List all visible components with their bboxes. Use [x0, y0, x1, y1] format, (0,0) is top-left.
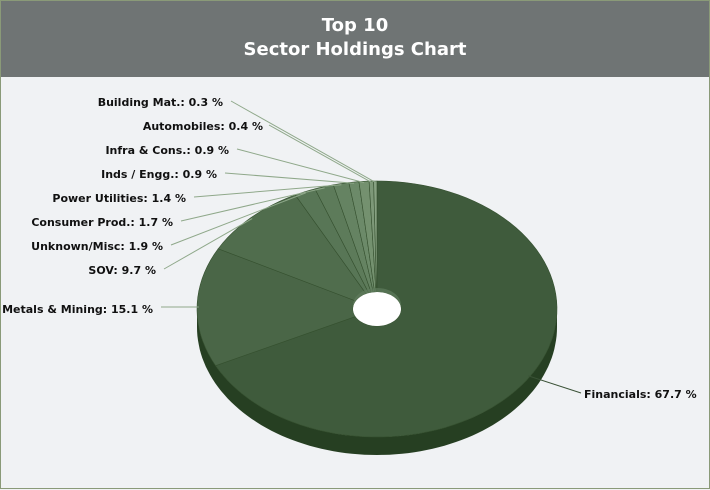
leader-line — [163, 218, 253, 270]
slice-label: SOV: 9.7 % — [88, 264, 156, 277]
leader-line — [193, 184, 342, 198]
leader-line — [268, 124, 372, 183]
donut-hole-wall — [353, 288, 401, 309]
leader-line — [180, 187, 325, 222]
slice-label: Consumer Prod.: 1.7 % — [31, 216, 173, 229]
leader-line — [230, 100, 376, 183]
leader-line — [236, 148, 365, 184]
slice-label: Building Mat.: 0.3 % — [98, 96, 223, 109]
pie-slices — [196, 180, 558, 438]
slice-label: Unknown/Misc: 1.9 % — [31, 240, 163, 253]
donut-hole — [353, 292, 401, 326]
slice-label: Inds / Engg.: 0.9 % — [101, 168, 217, 181]
leader-line — [170, 192, 306, 246]
leader-lines — [161, 100, 582, 394]
chart-header: Top 10 Sector Holdings Chart — [1, 1, 709, 77]
leader-line — [224, 172, 355, 184]
chart-title-line2: Sector Holdings Chart — [243, 39, 467, 60]
slice-label: Infra & Cons.: 0.9 % — [105, 144, 229, 157]
slice-labels: Financials: 67.7 % Metals & Mining: 15.1 … — [2, 96, 697, 401]
slice-label: Automobiles: 0.4 % — [143, 120, 263, 133]
leader-line — [528, 375, 582, 394]
chart-title-line1: Top 10 — [321, 15, 389, 36]
slice-label: Metals & Mining: 15.1 % — [2, 303, 153, 316]
slice-label: Financials: 67.7 % — [584, 388, 697, 401]
slice-label: Power Utilities: 1.4 % — [52, 192, 186, 205]
